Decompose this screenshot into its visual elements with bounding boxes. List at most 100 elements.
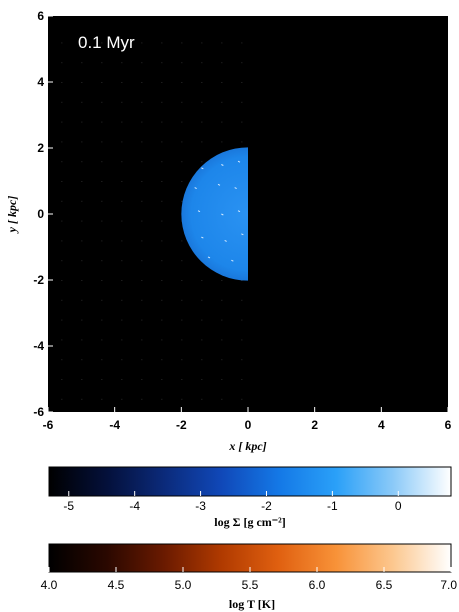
grid-dot bbox=[181, 319, 183, 321]
y-tick-label: 4 bbox=[37, 75, 44, 89]
disk-velocity-arrows bbox=[194, 160, 244, 262]
grid-dot bbox=[161, 379, 163, 380]
velocity-arrow bbox=[224, 239, 227, 242]
grid-dot bbox=[181, 42, 183, 44]
grid-dot bbox=[161, 141, 163, 143]
colorbar-tick-label: 0 bbox=[395, 499, 402, 513]
gas-disk bbox=[181, 147, 248, 281]
grid-dot bbox=[121, 359, 123, 361]
grid-dot bbox=[121, 161, 123, 163]
grid-dot bbox=[101, 42, 103, 44]
grid-dot bbox=[201, 379, 203, 380]
grid-dot bbox=[81, 240, 83, 242]
grid-dot bbox=[181, 260, 183, 262]
grid-dot bbox=[241, 398, 243, 400]
grid-dot bbox=[161, 161, 163, 163]
grid-dot bbox=[181, 379, 183, 380]
grid-dot bbox=[101, 101, 103, 103]
grid-dot bbox=[81, 359, 83, 361]
grid-dot bbox=[161, 280, 163, 281]
colorbar-sigma-bar bbox=[48, 466, 452, 497]
panel-time-label: 0.1 Myr bbox=[78, 33, 135, 52]
colorbar-temp-ticks: 4.0 4.5 5.0 5.5 6.0 6.5 7.0 bbox=[41, 567, 457, 592]
grid-dot bbox=[241, 339, 243, 341]
grid-dot bbox=[121, 42, 123, 44]
grid-dot bbox=[141, 161, 143, 163]
grid-dot bbox=[121, 141, 123, 143]
grid-dot bbox=[121, 379, 123, 380]
grid-dot bbox=[101, 280, 103, 281]
grid-dot bbox=[141, 260, 143, 262]
x-tick-label: 2 bbox=[311, 418, 318, 432]
grid-dot bbox=[161, 398, 163, 400]
grid-dot bbox=[141, 42, 143, 44]
grid-dot bbox=[81, 42, 83, 44]
grid-dot bbox=[161, 339, 163, 341]
grid-dot bbox=[241, 101, 243, 103]
grid-dot bbox=[61, 260, 63, 262]
velocity-arrow bbox=[201, 236, 204, 239]
grid-dot bbox=[81, 220, 83, 222]
grid-dot bbox=[121, 299, 123, 301]
grid-dot bbox=[61, 339, 63, 341]
colorbar-sigma-ticks: -5 -4 -3 -2 -1 0 bbox=[63, 491, 402, 513]
velocity-arrow bbox=[194, 187, 197, 190]
grid-dot bbox=[101, 161, 103, 163]
grid-dot bbox=[61, 82, 63, 83]
grid-dot bbox=[141, 82, 143, 83]
velocity-arrow bbox=[237, 210, 241, 213]
grid-dot bbox=[61, 161, 63, 163]
grid-dot bbox=[181, 240, 183, 242]
velocity-arrow bbox=[221, 164, 224, 166]
grid-dot bbox=[81, 339, 83, 341]
grid-dot bbox=[241, 62, 243, 64]
grid-dot bbox=[201, 359, 203, 361]
map-panel: 0.1 Myr 6 4 2 0 -2 -4 -6 -6 -4 -2 0 2 4 6 x [ kpc] y… bbox=[5, 9, 452, 453]
y-tick-label: -4 bbox=[33, 339, 44, 353]
grid-dot bbox=[141, 280, 143, 281]
grid-dot bbox=[221, 280, 223, 281]
grid-dot bbox=[221, 359, 223, 361]
grid-dot bbox=[121, 82, 123, 83]
velocity-arrow bbox=[241, 233, 244, 236]
velocity-grid-dots bbox=[61, 42, 243, 400]
grid-dot bbox=[121, 200, 123, 202]
velocity-arrow bbox=[217, 183, 221, 186]
grid-dot bbox=[201, 42, 203, 44]
grid-dot bbox=[181, 161, 183, 163]
velocity-arrow bbox=[234, 187, 237, 190]
grid-dot bbox=[121, 121, 123, 123]
grid-dot bbox=[181, 141, 183, 143]
grid-dot bbox=[61, 240, 63, 242]
grid-dot bbox=[121, 260, 123, 262]
grid-dot bbox=[101, 62, 103, 64]
grid-dot bbox=[61, 220, 63, 222]
grid-dot bbox=[141, 200, 143, 202]
grid-dot bbox=[141, 181, 143, 182]
grid-dot bbox=[121, 240, 123, 242]
grid-dot bbox=[61, 200, 63, 202]
velocity-arrow bbox=[231, 259, 234, 262]
colorbar-temperature: 4.0 4.5 5.0 5.5 6.0 6.5 7.0 log T [K] bbox=[41, 543, 457, 611]
grid-dot bbox=[201, 299, 203, 301]
grid-dot bbox=[241, 359, 243, 361]
grid-dot bbox=[161, 101, 163, 103]
grid-dot bbox=[201, 62, 203, 64]
colorbar-tick-label: 6.5 bbox=[376, 578, 393, 592]
grid-dot bbox=[101, 82, 103, 83]
x-tick-label: -6 bbox=[43, 418, 54, 432]
grid-dot bbox=[181, 299, 183, 301]
grid-dot bbox=[61, 299, 63, 301]
grid-dot bbox=[241, 141, 243, 143]
grid-dot bbox=[241, 379, 243, 380]
colorbar-tick-label: -3 bbox=[195, 499, 206, 513]
grid-dot bbox=[181, 398, 183, 400]
grid-dot bbox=[61, 398, 63, 400]
y-tick-label: 2 bbox=[37, 141, 44, 155]
grid-dot bbox=[81, 101, 83, 103]
colorbar-tick-label: 5.5 bbox=[242, 578, 259, 592]
grid-dot bbox=[101, 141, 103, 143]
x-tick-label: -2 bbox=[176, 418, 187, 432]
grid-dot bbox=[81, 398, 83, 400]
